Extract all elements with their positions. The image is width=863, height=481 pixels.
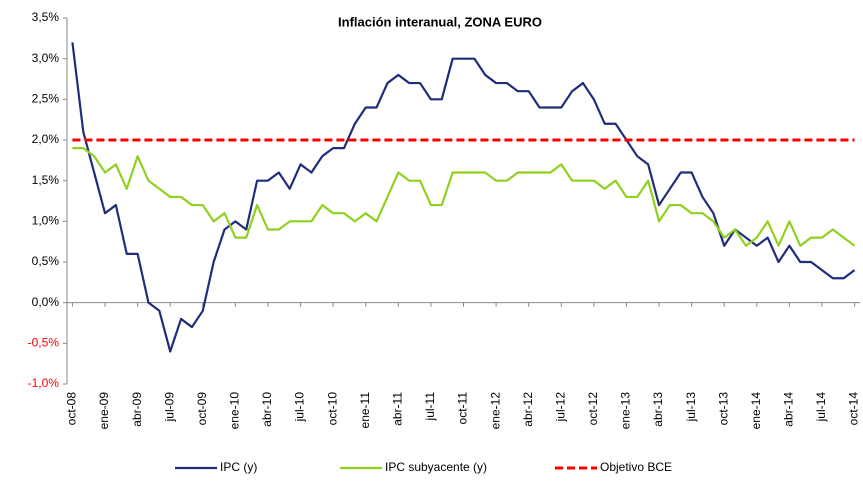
x-tick-label: jul-13	[684, 392, 698, 423]
y-tick-label: -1,0%	[28, 376, 60, 390]
y-tick-label: 3,5%	[32, 10, 60, 24]
x-tick-label: abr-10	[260, 392, 274, 427]
x-tick-label: abr-12	[521, 392, 535, 427]
x-tick-label: oct-11	[456, 392, 470, 425]
y-tick-label: 3,0%	[32, 51, 60, 65]
y-tick-label: 1,5%	[32, 173, 60, 187]
x-tick-label: jul-11	[423, 392, 437, 422]
x-tick-label: jul-10	[293, 392, 307, 423]
x-tick-label: oct-12	[586, 392, 600, 426]
y-tick-label: 2,5%	[32, 92, 60, 106]
x-tick-label: abr-14	[782, 392, 796, 427]
x-tick-label: abr-09	[130, 392, 144, 427]
y-tick-label: -0,5%	[28, 336, 60, 350]
x-tick-label: jul-12	[553, 392, 567, 423]
x-tick-label: ene-10	[228, 392, 242, 430]
x-tick-label: jul-14	[814, 392, 828, 423]
legend-label: IPC subyacente (y)	[385, 460, 487, 474]
y-tick-label: 2,0%	[32, 132, 60, 146]
legend-label: Objetivo BCE	[600, 460, 672, 474]
x-tick-label: abr-11	[390, 392, 404, 426]
x-tick-label: ene-12	[488, 392, 502, 430]
x-tick-label: abr-13	[651, 392, 665, 427]
x-tick-label: oct-08	[65, 392, 79, 426]
series-line	[72, 147, 856, 247]
x-tick-label: ene-13	[619, 392, 633, 430]
chart-title: Inflación interanual, ZONA EURO	[338, 14, 542, 29]
x-tick-label: oct-13	[716, 392, 730, 426]
legend-label: IPC (y)	[220, 460, 257, 474]
x-tick-label: ene-11	[358, 392, 372, 429]
y-tick-label: 0,5%	[32, 254, 60, 268]
x-tick-label: ene-09	[97, 392, 111, 430]
x-tick-label: oct-14	[847, 392, 861, 426]
x-tick-label: oct-10	[325, 392, 339, 426]
x-tick-label: ene-14	[749, 392, 763, 430]
y-tick-label: 1,0%	[32, 214, 60, 228]
series-line	[71, 42, 856, 353]
y-tick-label: 0,0%	[32, 295, 60, 309]
x-tick-label: jul-09	[162, 392, 176, 423]
x-tick-label: oct-09	[195, 392, 209, 426]
